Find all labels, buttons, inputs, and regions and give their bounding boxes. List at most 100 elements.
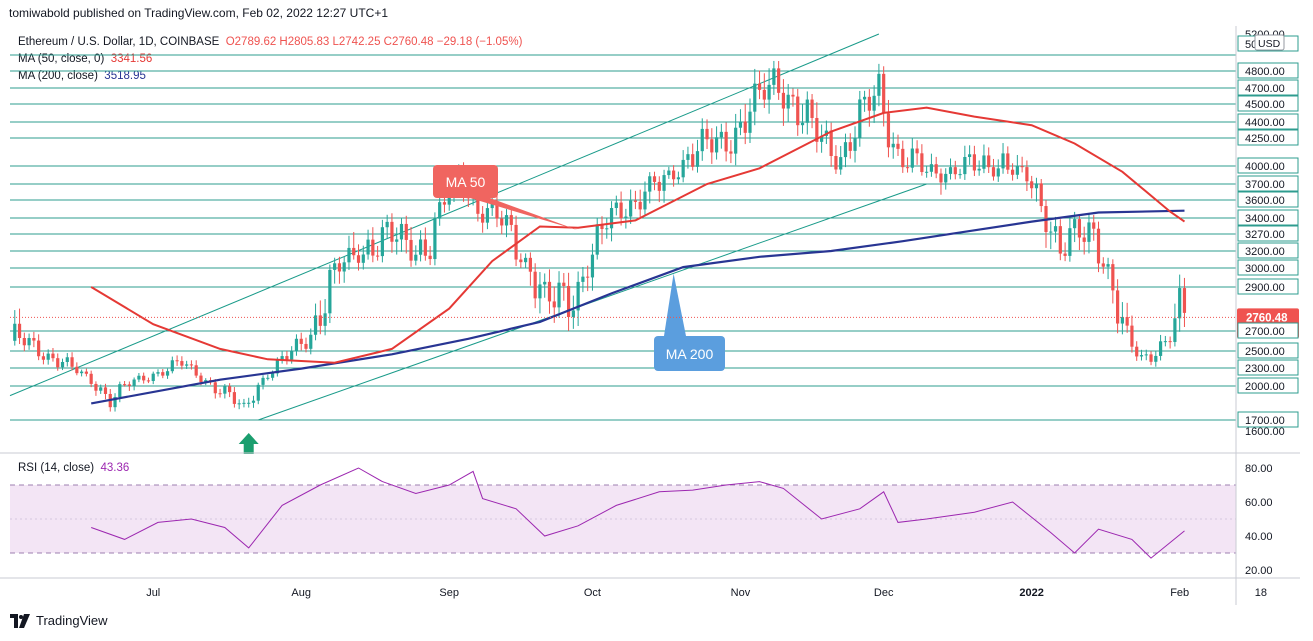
candle-body — [1149, 354, 1153, 362]
candle-body — [371, 239, 375, 256]
ma200-legend-label[interactable]: MA (200, close) — [18, 70, 98, 82]
axes: 2760.4812:32:135200.005000.004800.004700… — [0, 26, 1300, 605]
price-tick-box — [1237, 175, 1299, 192]
candle-body — [944, 173, 948, 183]
candle-body — [99, 387, 103, 391]
candle-body — [910, 148, 914, 168]
candle-body — [433, 218, 437, 260]
candle-body — [27, 337, 31, 346]
candle-body — [361, 254, 365, 263]
annotations: MA 50 MA 200 — [238, 165, 725, 454]
candle-body — [948, 167, 953, 174]
price-tick-box — [1237, 113, 1299, 130]
ohlc-values: O2789.62 H2805.83 L2742.25 C2760.48 −29.… — [225, 36, 523, 48]
candle-body — [223, 386, 227, 394]
candle-body — [1073, 219, 1077, 229]
symbol-label[interactable]: Ethereum / U.S. Dollar, 1D, COINBASE — [18, 36, 220, 48]
time-tick-label: Nov — [731, 587, 751, 599]
candle-body — [566, 285, 571, 317]
price-tick-box — [1237, 322, 1299, 339]
candle-body — [968, 154, 972, 157]
price-tick-label: 3000.00 — [1245, 263, 1285, 275]
candle-body — [958, 174, 962, 176]
candle-body — [1039, 183, 1043, 207]
candle-body — [113, 396, 117, 408]
candle-body — [376, 255, 380, 257]
price-tick-box — [1237, 95, 1299, 112]
candle-body — [481, 213, 485, 223]
up-arrow-icon — [238, 433, 259, 454]
candle-body — [285, 356, 289, 360]
candle-body — [524, 257, 528, 263]
candle-body — [80, 371, 84, 374]
candle-body — [156, 372, 160, 374]
price-tick-box — [1237, 209, 1299, 226]
candle-body — [256, 384, 260, 401]
ma50-legend-row: MA (50, close, 0) 3341.56 — [18, 51, 522, 68]
candle-body — [476, 193, 480, 214]
rsi-legend-label[interactable]: RSI (14, close) — [18, 462, 95, 474]
ma50-line — [90, 106, 1186, 364]
price-tick-box — [1237, 157, 1299, 174]
candle-body — [418, 239, 423, 255]
candle-body — [161, 372, 165, 376]
channel-upper-line — [9, 33, 880, 397]
candle-body — [710, 139, 714, 153]
candle-body — [915, 148, 919, 154]
candle-body — [275, 360, 279, 374]
candle-body — [1068, 228, 1072, 256]
candle-body — [323, 313, 327, 326]
time-tick-label: Feb — [1170, 587, 1189, 599]
chart-legend: Ethereum / U.S. Dollar, 1D, COINBASE O27… — [18, 34, 522, 85]
candle-body — [977, 168, 981, 171]
price-tick-label: 4500.00 — [1245, 99, 1285, 111]
candle-body — [514, 224, 518, 260]
candle-body — [304, 343, 308, 349]
candle-body — [142, 375, 146, 381]
candle-body — [533, 271, 537, 299]
candle-body — [953, 167, 957, 175]
tradingview-brand[interactable]: TradingView — [36, 613, 108, 628]
candles — [13, 60, 1187, 412]
candle-body — [714, 137, 719, 153]
candle-body — [586, 276, 590, 278]
ma50-legend-label[interactable]: MA (50, close, 0) — [18, 53, 105, 65]
candle-body — [1116, 290, 1120, 324]
candle-body — [51, 353, 55, 359]
candle-body — [1063, 253, 1067, 256]
candle-body — [165, 371, 170, 376]
candle-body — [70, 357, 74, 367]
level-lines — [10, 54, 1236, 421]
trend-channel — [9, 33, 927, 421]
candle-body — [218, 393, 222, 395]
price-chart[interactable]: MA 50 MA 200 2760.4812:32:135200.005000.0… — [0, 0, 1313, 610]
price-tick-label: 2500.00 — [1245, 346, 1285, 358]
candle-body — [972, 154, 976, 171]
moving-averages — [90, 106, 1186, 405]
candle-body — [342, 262, 346, 272]
candle-body — [576, 281, 580, 311]
candle-body — [681, 159, 685, 178]
candle-body — [270, 373, 275, 378]
price-tick-label: 4400.00 — [1245, 117, 1285, 129]
candle-body — [786, 94, 790, 109]
price-tick-box — [1237, 79, 1299, 96]
price-tick-label: 2900.00 — [1245, 282, 1285, 294]
rsi-legend: RSI (14, close) 43.36 — [18, 462, 129, 474]
candle-body — [638, 201, 642, 210]
candle-body — [1178, 288, 1182, 319]
candle-body — [356, 255, 361, 263]
candle-body — [1010, 169, 1015, 175]
candle-body — [170, 360, 174, 372]
candle-body — [772, 68, 776, 85]
price-tick-label: 4000.00 — [1245, 161, 1285, 173]
price-tick-box — [1237, 278, 1299, 295]
candle-body — [991, 167, 996, 177]
candle-body — [22, 338, 26, 346]
candle-body — [13, 323, 17, 341]
candle-body — [705, 128, 709, 140]
candle-body — [867, 96, 871, 111]
candle-body — [619, 202, 623, 219]
price-tick-label: 3200.00 — [1245, 246, 1285, 258]
candle-body — [352, 247, 356, 256]
